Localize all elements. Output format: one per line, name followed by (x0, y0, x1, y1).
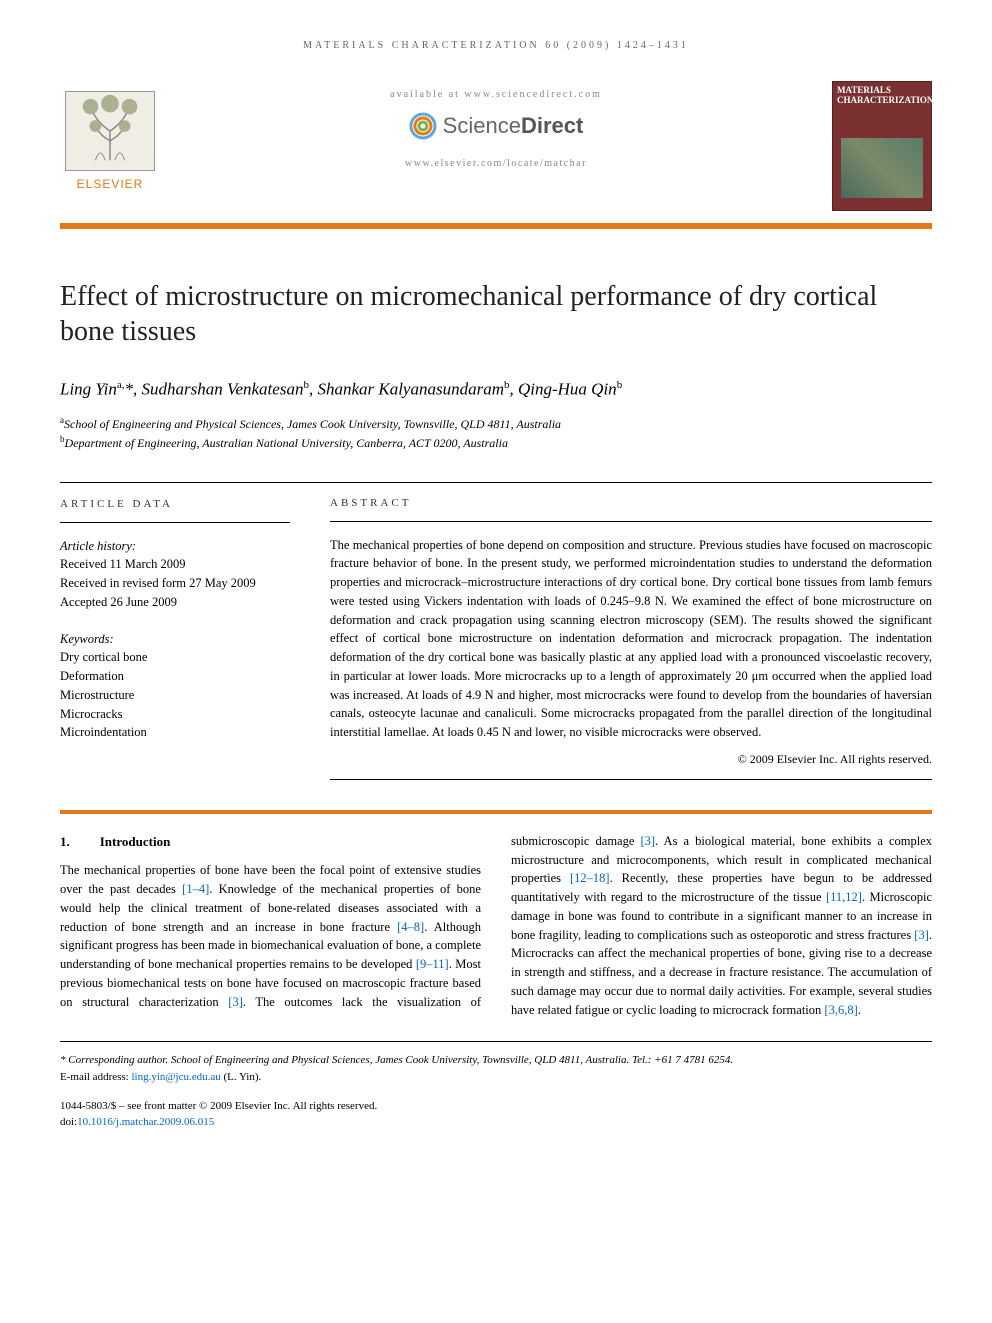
journal-cover-thumbnail: MATERIALS CHARACTERIZATION (832, 81, 932, 211)
abstract-bottom-rule (330, 779, 932, 780)
publisher-name: ELSEVIER (77, 177, 144, 191)
masthead-center: available at www.sciencedirect.com Scien… (160, 81, 832, 169)
author-list: Ling Yina,*, Sudharshan Venkatesanb, Sha… (60, 379, 932, 400)
corresponding-author-note: * Corresponding author. School of Engine… (60, 1052, 932, 1069)
copyright-block: 1044-5803/$ – see front matter © 2009 El… (60, 1099, 932, 1130)
accepted-date: Accepted 26 June 2009 (60, 593, 290, 612)
affiliations: aSchool of Engineering and Physical Scie… (60, 414, 932, 452)
doi-link[interactable]: 10.1016/j.matchar.2009.06.015 (77, 1116, 214, 1128)
journal-locate-url[interactable]: www.elsevier.com/locate/matchar (405, 158, 587, 169)
keyword-item: Microindentation (60, 723, 290, 742)
history-label: Article history: (60, 537, 290, 556)
email-line: E-mail address: ling.yin@jcu.edu.au (L. … (60, 1069, 932, 1086)
doi-line: doi:10.1016/j.matchar.2009.06.015 (60, 1115, 932, 1130)
reference-link[interactable]: [3,6,8] (824, 1003, 857, 1017)
section-title: Introduction (100, 832, 171, 852)
email-who: (L. Yin). (221, 1071, 262, 1083)
journal-cover-image (841, 138, 923, 198)
article-title: Effect of microstructure on micromechani… (60, 279, 932, 349)
available-at-line: available at www.sciencedirect.com (390, 89, 602, 100)
reference-link[interactable]: [3] (228, 995, 243, 1009)
reference-link[interactable]: [12–18] (570, 871, 610, 885)
sciencedirect-logo[interactable]: ScienceDirect (409, 112, 584, 140)
elsevier-tree-icon (65, 91, 155, 171)
reference-link[interactable]: [3] (914, 928, 929, 942)
metadata-abstract-row: ARTICLE DATA Article history: Received 1… (60, 482, 932, 780)
article-history: Article history: Received 11 March 2009 … (60, 537, 290, 743)
abstract-text: The mechanical properties of bone depend… (330, 536, 932, 742)
reference-link[interactable]: [11,12] (826, 890, 862, 904)
body-text: 1. Introduction The mechanical propertie… (60, 832, 932, 1020)
abstract-copyright: © 2009 Elsevier Inc. All rights reserved… (330, 752, 932, 767)
issn-copyright-line: 1044-5803/$ – see front matter © 2009 El… (60, 1099, 932, 1114)
keyword-item: Deformation (60, 667, 290, 686)
keyword-item: Microstructure (60, 686, 290, 705)
keyword-item: Microcracks (60, 705, 290, 724)
reference-link[interactable]: [9–11] (416, 957, 449, 971)
keyword-item: Dry cortical bone (60, 648, 290, 667)
affiliation-line: bDepartment of Engineering, Australian N… (60, 433, 932, 452)
email-label: E-mail address: (60, 1071, 131, 1083)
author-email-link[interactable]: ling.yin@jcu.edu.au (131, 1071, 220, 1083)
masthead: ELSEVIER available at www.sciencedirect.… (60, 81, 932, 211)
sciencedirect-wordmark: ScienceDirect (443, 113, 584, 139)
keywords-label: Keywords: (60, 630, 290, 649)
journal-cover-title: MATERIALS CHARACTERIZATION (837, 86, 927, 106)
sciencedirect-swirl-icon (409, 112, 437, 140)
abstract-column: ABSTRACT The mechanical properties of bo… (330, 497, 932, 780)
footnotes: * Corresponding author. School of Engine… (60, 1041, 932, 1130)
affiliation-line: aSchool of Engineering and Physical Scie… (60, 414, 932, 433)
received-date: Received 11 March 2009 (60, 555, 290, 574)
accent-rule (60, 223, 932, 229)
running-head: MATERIALS CHARACTERIZATION 60 (2009) 142… (60, 40, 932, 51)
page-container: MATERIALS CHARACTERIZATION 60 (2009) 142… (0, 0, 992, 1160)
revised-date: Received in revised form 27 May 2009 (60, 574, 290, 593)
reference-link[interactable]: [1–4] (182, 882, 209, 896)
keywords-list: Dry cortical boneDeformationMicrostructu… (60, 648, 290, 742)
reference-link[interactable]: [4–8] (397, 920, 424, 934)
article-data-column: ARTICLE DATA Article history: Received 1… (60, 497, 290, 780)
publisher-logo: ELSEVIER (60, 81, 160, 191)
abstract-heading: ABSTRACT (330, 497, 932, 522)
body-accent-rule (60, 810, 932, 814)
section-number: 1. (60, 832, 70, 852)
reference-link[interactable]: [3] (640, 834, 655, 848)
section-heading: 1. Introduction (60, 832, 481, 852)
article-data-heading: ARTICLE DATA (60, 498, 290, 523)
